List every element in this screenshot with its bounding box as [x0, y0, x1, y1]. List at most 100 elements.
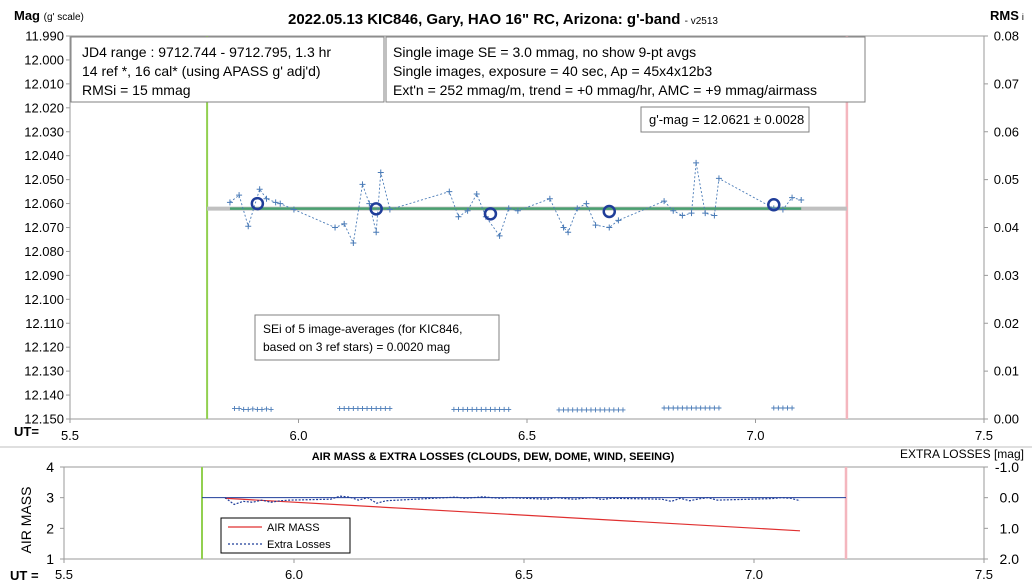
- rms-point: [250, 406, 256, 412]
- rms-point: [620, 407, 626, 413]
- single-image-point: [711, 212, 718, 219]
- extra-losses-y-tick-label: 2.0: [1000, 551, 1020, 567]
- single-image-point: [693, 159, 700, 166]
- rms-point: [775, 405, 781, 411]
- rms-point: [355, 405, 361, 411]
- single-image-point: [574, 205, 581, 212]
- y-tick-label: 12.130: [24, 364, 64, 379]
- x-axis-label: UT=: [14, 424, 39, 439]
- y-tick-label: 12.040: [24, 148, 64, 163]
- average-point: [483, 207, 498, 221]
- y-tick-label: 12.030: [24, 124, 64, 139]
- rms-point: [232, 405, 238, 411]
- single-image-point: [464, 207, 471, 214]
- rms-point: [506, 406, 512, 412]
- info-box-range: JD4 range : 9712.744 - 9712.795, 1.3 hr …: [70, 36, 385, 103]
- rms-point: [245, 406, 251, 412]
- airmass-chart-title: AIR MASS & EXTRA LOSSES (CLOUDS, DEW, DO…: [312, 451, 675, 463]
- extra-losses-y-tick-label: 0.0: [1000, 490, 1020, 506]
- x-tick-label: 5.5: [61, 428, 79, 443]
- single-image-point: [350, 240, 357, 247]
- rms-point: [364, 405, 370, 411]
- rms-point: [455, 406, 461, 412]
- rms-point: [611, 407, 617, 413]
- x-tick-label: 6.5: [518, 428, 536, 443]
- y-tick-label: 12.100: [24, 292, 64, 307]
- y-tick-label: 12.150: [24, 412, 64, 427]
- rms-point: [241, 406, 247, 412]
- rms-point: [711, 405, 717, 411]
- extra-losses-y-tick-label: 1.0: [1000, 520, 1020, 536]
- rms-point: [337, 405, 343, 411]
- airmass-x-tick-label: 6.0: [285, 567, 303, 582]
- extra-losses-y-tick-label: -1.0: [995, 459, 1019, 475]
- rms-point: [675, 405, 681, 411]
- rms-point: [789, 405, 795, 411]
- rms-point: [698, 405, 704, 411]
- rms-point: [460, 406, 466, 412]
- svg-text:JD4 range : 9712.744 - 9712.79: JD4 range : 9712.744 - 9712.795, 1.3 hr: [82, 44, 331, 60]
- airmass-y-tick-label: 2: [46, 520, 54, 536]
- rms-point: [602, 407, 608, 413]
- airmass-x-tick-label: 6.5: [515, 567, 533, 582]
- airmass-x-tick-label: 5.5: [55, 567, 73, 582]
- svg-text:g'-mag = 12.0621 ± 0.0028: g'-mag = 12.0621 ± 0.0028: [649, 112, 804, 127]
- y-tick-label: 12.020: [24, 100, 64, 115]
- rms-point: [684, 405, 690, 411]
- single-image-point: [373, 229, 380, 236]
- y2-tick-label: 0.06: [994, 124, 1019, 139]
- single-image-point: [560, 224, 567, 231]
- single-image-point: [473, 190, 480, 197]
- single-image-point: [615, 217, 622, 224]
- average-point: [250, 196, 265, 211]
- rms-point: [570, 407, 576, 413]
- y-tick-label: 12.060: [24, 196, 64, 211]
- single-image-point: [514, 207, 521, 214]
- y2-tick-label: 0.00: [994, 412, 1019, 427]
- rms-point: [451, 406, 457, 412]
- rms-point: [369, 405, 375, 411]
- rms-point: [387, 405, 393, 411]
- rms-point: [254, 406, 260, 412]
- rms-point: [350, 405, 356, 411]
- airmass-x-tick-label: 7.5: [975, 567, 993, 582]
- lower-x-axis-label: UT =: [10, 568, 39, 583]
- single-image-point: [715, 175, 722, 182]
- airmass-y-tick-label: 4: [46, 459, 54, 475]
- legend-airmass-label: AIR MASS: [267, 522, 320, 534]
- rms-point: [268, 406, 274, 412]
- x-tick-label: 6.0: [289, 428, 307, 443]
- info-box-settings: Single image SE = 3.0 mmag, no show 9-pt…: [385, 36, 866, 103]
- y2-tick-label: 0.01: [994, 364, 1019, 379]
- average-point: [369, 202, 383, 216]
- rms-point: [771, 405, 777, 411]
- airmass-y-tick-label: 3: [46, 490, 54, 506]
- rms-point: [780, 405, 786, 411]
- rms-point: [579, 407, 585, 413]
- rms-point: [236, 405, 242, 411]
- rms-point: [378, 405, 384, 411]
- rms-point: [346, 405, 352, 411]
- average-point: [767, 198, 781, 212]
- single-image-series-line: [229, 162, 802, 245]
- rms-point: [693, 405, 699, 411]
- single-image-point: [332, 224, 339, 231]
- single-image-point: [670, 207, 677, 214]
- rms-point: [615, 407, 621, 413]
- y2-tick-label: 0.07: [994, 76, 1019, 91]
- single-image-point: [226, 199, 233, 206]
- rms-point: [373, 405, 379, 411]
- rms-point: [702, 405, 708, 411]
- single-image-point: [565, 229, 572, 236]
- rms-point: [588, 407, 594, 413]
- airmass-y-tick-label: 1: [46, 551, 54, 567]
- x-tick-label: 7.5: [975, 428, 993, 443]
- y-tick-label: 12.070: [24, 220, 64, 235]
- x-tick-label: 7.0: [746, 428, 764, 443]
- rms-point: [561, 407, 567, 413]
- single-image-point: [679, 212, 686, 219]
- single-image-point: [592, 222, 599, 229]
- y2-tick-label: 0.08: [994, 29, 1019, 44]
- single-image-point: [661, 198, 668, 205]
